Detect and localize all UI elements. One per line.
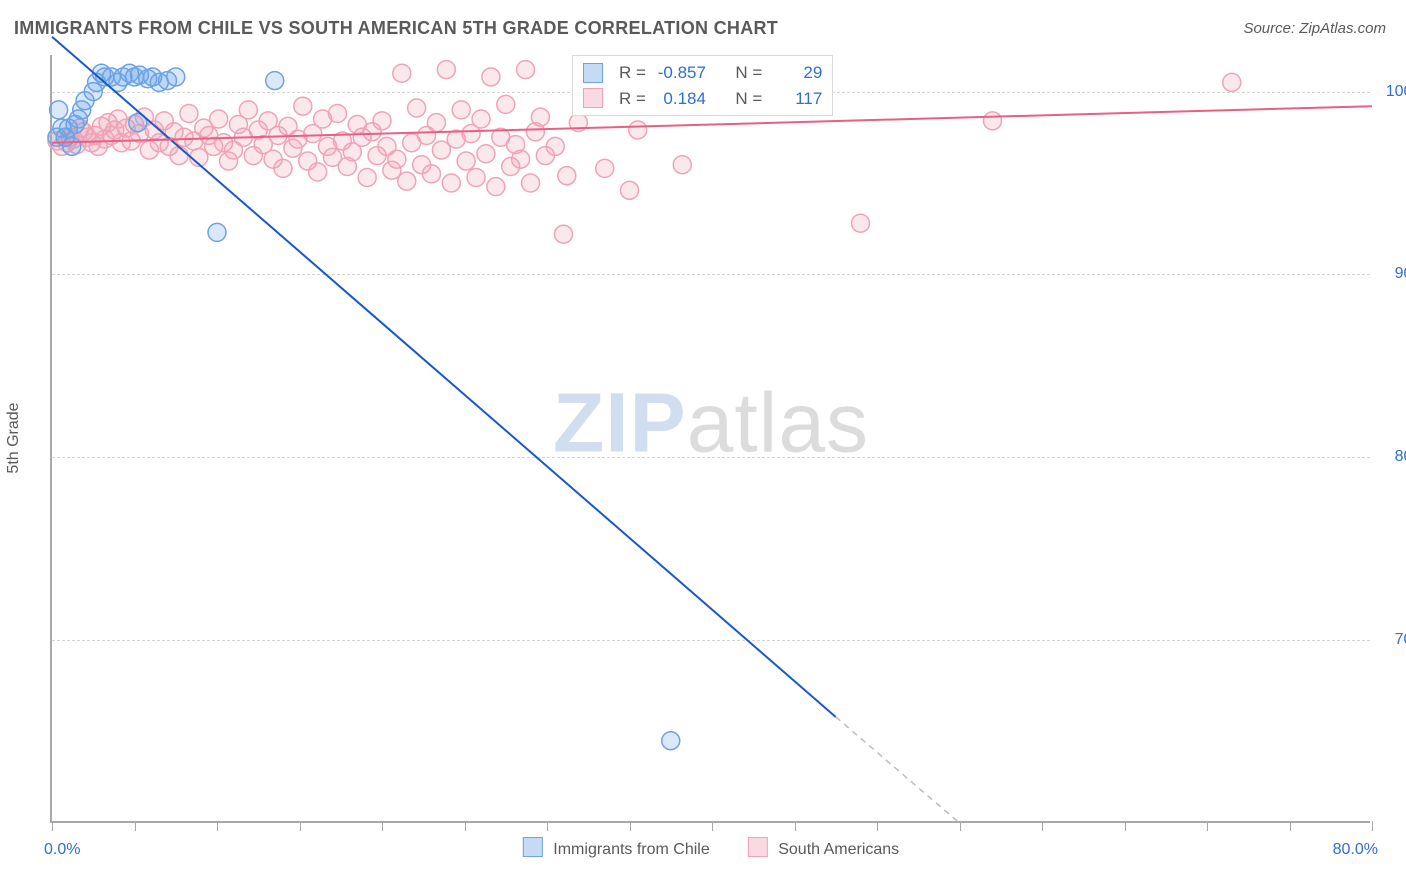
stats-box: R = -0.857 N = 29 R = 0.184 N = 117	[572, 55, 833, 116]
x-tick	[1042, 821, 1043, 831]
stats-swatch-chile	[583, 63, 603, 83]
stats-swatch-sa	[583, 88, 603, 108]
x-tick	[795, 821, 796, 831]
x-tick	[547, 821, 548, 831]
legend-swatch-chile	[523, 837, 543, 857]
legend-item-sa: South Americans	[748, 837, 899, 859]
x-tick	[877, 821, 878, 831]
x-tick	[712, 821, 713, 831]
stats-n-chile: 29	[772, 60, 822, 86]
source-label: Source: ZipAtlas.com	[1243, 20, 1386, 37]
chart-title: IMMIGRANTS FROM CHILE VS SOUTH AMERICAN …	[14, 18, 778, 39]
x-tick	[960, 821, 961, 831]
x-tick	[1125, 821, 1126, 831]
stats-r-sa: 0.184	[656, 86, 706, 112]
x-axis-min-label: 0.0%	[44, 841, 80, 859]
stats-r-label: R =	[619, 86, 646, 112]
x-tick	[135, 821, 136, 831]
stats-row-sa: R = 0.184 N = 117	[583, 86, 822, 112]
stats-n-sa: 117	[772, 86, 822, 112]
legend-label-chile: Immigrants from Chile	[553, 841, 709, 858]
y-axis-title: 5th Grade	[5, 402, 23, 473]
stats-n-label: N =	[735, 86, 762, 112]
stats-row-chile: R = -0.857 N = 29	[583, 60, 822, 86]
x-tick	[217, 821, 218, 831]
x-tick	[1372, 821, 1373, 831]
x-tick	[52, 821, 53, 831]
x-tick	[465, 821, 466, 831]
plot-area: 5th Grade 70.0%80.0%90.0%100.0% ZIPatlas…	[50, 55, 1370, 823]
chart-svg	[52, 55, 1370, 821]
y-tick-label: 100.0%	[1380, 83, 1406, 101]
y-tick-label: 90.0%	[1380, 265, 1406, 283]
x-axis-max-label: 80.0%	[1333, 841, 1378, 859]
x-tick	[630, 821, 631, 831]
legend-swatch-sa	[748, 837, 768, 857]
x-tick	[300, 821, 301, 831]
y-tick-label: 80.0%	[1380, 448, 1406, 466]
y-tick-label: 70.0%	[1380, 631, 1406, 649]
x-tick	[382, 821, 383, 831]
legend-label-sa: South Americans	[778, 841, 899, 858]
stats-r-chile: -0.857	[656, 60, 706, 86]
x-tick	[1290, 821, 1291, 831]
stats-n-label: N =	[735, 60, 762, 86]
stats-r-label: R =	[619, 60, 646, 86]
x-tick	[1207, 821, 1208, 831]
legend-bottom: Immigrants from Chile South Americans	[523, 837, 899, 859]
legend-item-chile: Immigrants from Chile	[523, 837, 710, 859]
